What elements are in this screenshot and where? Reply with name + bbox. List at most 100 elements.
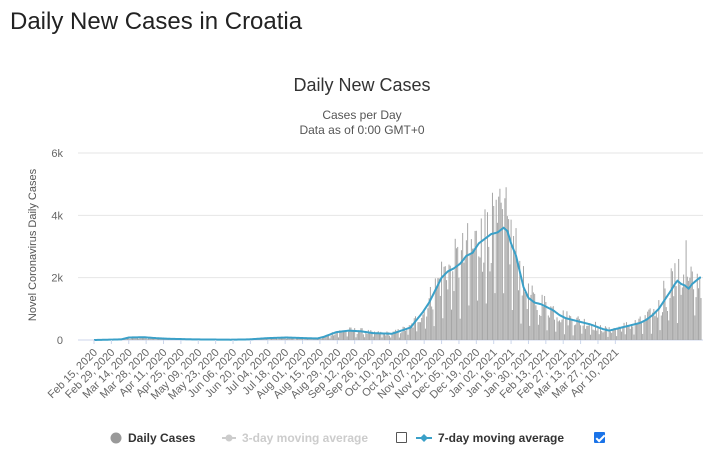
avg7-checkbox[interactable] [594,432,605,443]
daily-cases-bar [483,262,485,340]
daily-cases-bar [633,334,635,340]
daily-cases-bar [338,337,340,340]
daily-cases-bar [397,329,399,340]
daily-cases-bar [499,188,501,340]
daily-cases-bar [601,330,603,340]
daily-cases-bar [436,286,438,340]
daily-cases-bar [518,290,520,340]
daily-cases-bar [602,332,604,340]
daily-cases-bar [664,288,666,340]
daily-cases-bar [335,332,337,340]
y-tick-label: 6k [51,148,63,160]
daily-cases-bar [479,257,481,340]
daily-cases-bar [666,311,668,340]
daily-cases-bar [679,284,681,340]
daily-cases-bar [598,334,600,340]
daily-cases-bar [148,337,150,340]
daily-cases-bar [303,339,305,340]
daily-cases-bar [549,317,551,340]
daily-cases-bar [568,315,570,340]
daily-cases-bar [463,262,465,340]
daily-cases-bar [494,293,496,340]
daily-cases-bar [329,338,331,340]
daily-cases-bar [473,248,475,340]
daily-cases-bar [594,321,596,340]
legend-item-7day-average[interactable]: 7-day moving average [416,427,564,449]
legend-item-3day-average[interactable]: 3-day moving average [222,427,368,449]
daily-cases-bar [336,332,338,340]
daily-cases-bar [271,338,273,340]
daily-cases-bar [488,246,490,340]
daily-cases-bar [685,240,687,340]
daily-cases-bar [652,312,654,340]
daily-cases-bar [383,333,385,340]
daily-cases-bar [608,327,610,340]
daily-cases-bar [590,334,592,340]
daily-cases-bar [372,336,374,340]
daily-cases-bar [535,305,537,340]
daily-cases-bar [547,315,549,340]
daily-cases-bar [571,320,573,340]
daily-cases-bar [485,303,487,340]
daily-cases-bar [448,264,450,340]
daily-cases-bar [645,318,647,340]
daily-cases-bar [503,293,505,340]
daily-cases-bar [455,248,457,340]
daily-cases-bar [591,325,593,340]
legend-item-daily-cases[interactable]: Daily Cases [110,427,195,449]
daily-cases-bar [635,323,637,340]
daily-cases-bar [658,300,660,340]
daily-cases-bar [326,334,328,340]
daily-cases-bar [534,293,536,340]
daily-cases-bar [537,324,539,340]
daily-cases-bar [519,260,521,340]
daily-cases-bar [467,223,469,340]
daily-cases-bar [604,326,606,340]
daily-cases-bar [581,333,583,340]
daily-cases-bar [328,334,330,340]
daily-cases-bar [361,328,363,340]
daily-cases-bar [585,328,587,340]
daily-cases-bar [577,316,579,340]
daily-cases-bar [561,319,563,340]
daily-cases-bar [343,332,344,340]
daily-cases-bar [410,325,412,340]
daily-cases-bar [529,325,531,340]
daily-cases-bar [344,331,346,340]
daily-cases-bar [513,236,515,340]
daily-cases-bar [583,318,585,340]
daily-cases-bar [526,309,528,340]
daily-cases-bar [360,328,362,340]
daily-cases-bar [415,316,416,340]
daily-cases-bar [285,338,287,340]
daily-cases-bars [95,187,702,340]
daily-cases-bar [300,338,302,340]
daily-cases-bar [683,274,685,340]
daily-cases-bar [392,331,394,340]
daily-cases-bar [417,322,419,340]
daily-cases-bar [320,338,322,340]
daily-cases-bar [268,339,270,340]
daily-cases-bar [678,258,680,340]
daily-cases-bar [451,309,452,340]
daily-cases-bar [333,335,335,340]
daily-cases-bar [609,331,611,340]
daily-cases-bar [660,315,662,340]
daily-cases-bar [423,309,425,340]
seven-day-average-line [93,226,701,341]
daily-cases-bar [619,327,621,340]
daily-cases-bar [325,335,327,340]
avg3-checkbox[interactable] [396,432,407,443]
daily-cases-bar [398,337,400,340]
daily-cases-bar [441,261,443,340]
daily-cases-bar [400,333,402,340]
daily-cases-bar [531,285,533,340]
daily-cases-bar [267,338,269,340]
daily-cases-bar [510,219,512,340]
daily-cases-bar [350,327,352,340]
daily-cases-bar [369,333,371,340]
daily-cases-bar [140,336,142,340]
chart-subtitle-line1: Cases per Day [322,108,401,122]
daily-cases-bar [391,334,393,340]
